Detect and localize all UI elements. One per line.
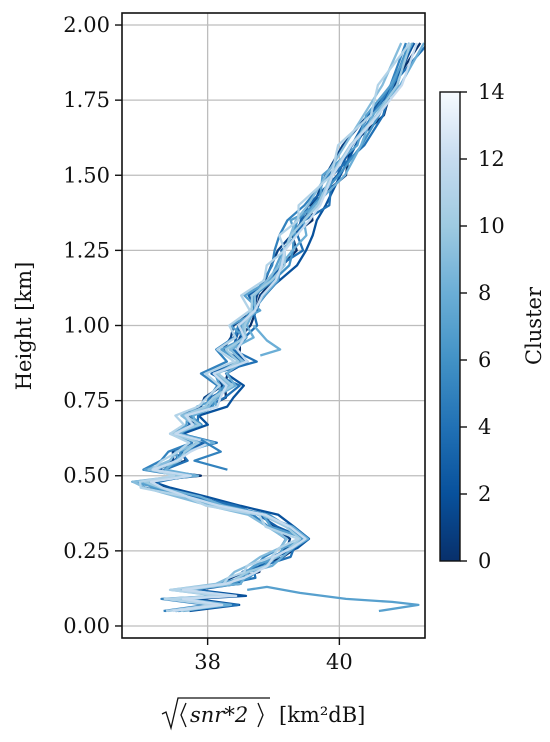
y-tick-label: 1.50 (63, 163, 110, 187)
x-axis-unit-label: [km²dB] (279, 703, 365, 727)
colorbar-title: Cluster (522, 286, 546, 365)
series-segment-cluster-8 (252, 324, 282, 357)
colorbar-tick-label: 10 (478, 214, 505, 238)
series-line-cluster-12 (149, 42, 418, 613)
x-tick-label: 40 (326, 650, 353, 674)
series-line-cluster-11 (138, 42, 411, 613)
y-axis: 0.00 0.25 0.50 0.75 1.00 1.25 1.50 1.75 2.00 (63, 13, 122, 638)
colorbar-tick-label: 4 (478, 415, 491, 439)
y-tick-label: 1.25 (63, 238, 110, 262)
y-tick-label: 0.75 (63, 389, 110, 413)
series-lines (131, 42, 425, 613)
colorbar-tick-label: 8 (478, 281, 491, 305)
x-axis-math-label: snr*2 (190, 703, 248, 727)
series-line-cluster-0 (137, 42, 422, 613)
colorbar-tick-label: 14 (478, 80, 505, 104)
y-tick-label: 0.50 (63, 464, 110, 488)
colorbar: 0 2 4 6 8 10 12 14 Cluster (439, 80, 546, 573)
y-tick-label: 0.00 (63, 614, 110, 638)
plot-area: 38 40 0.00 0.25 0.50 0.75 1.00 1.25 1.50 1.75 2.0… (63, 12, 426, 674)
colorbar-ticks: 0 2 4 6 8 10 12 14 (460, 80, 505, 573)
y-tick-label: 1.75 (63, 88, 110, 112)
colorbar-tick-label: 12 (478, 147, 505, 171)
y-tick-label: 2.00 (63, 13, 110, 37)
colorbar-tick-label: 6 (478, 348, 491, 372)
x-axis-title: snr*2 [km²dB] (161, 697, 365, 731)
series-segment-cluster-5 (193, 438, 228, 471)
x-axis: 38 40 (194, 638, 353, 674)
angle-bracket-right (257, 702, 264, 728)
series-segment-cluster-7 (247, 585, 420, 613)
y-tick-label: 1.00 (63, 314, 110, 338)
series-line-cluster-10 (143, 42, 412, 613)
x-tick-label: 38 (194, 650, 221, 674)
colorbar-tick-label: 0 (478, 549, 491, 573)
angle-bracket-left (180, 702, 187, 728)
colorbar-gradient (439, 91, 461, 562)
y-tick-label: 0.25 (63, 539, 110, 563)
sqrt-symbol (161, 697, 270, 731)
y-axis-title: Height [km] (12, 262, 36, 391)
colorbar-tick-label: 2 (478, 482, 491, 506)
